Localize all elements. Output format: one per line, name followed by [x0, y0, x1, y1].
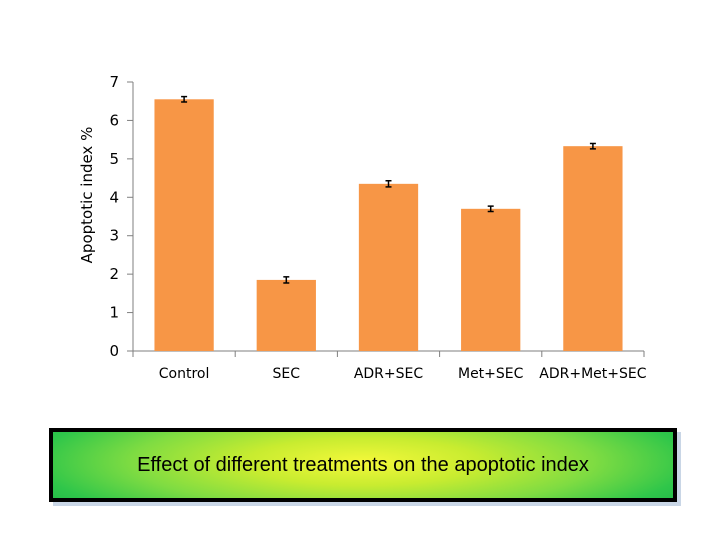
bar-sec: [256, 279, 316, 351]
x-tick-label: ADR+Met+SEC: [539, 366, 646, 382]
y-tick-label: 3: [109, 227, 119, 245]
caption-box: Effect of different treatments on the ap…: [49, 428, 677, 502]
y-tick-label: 7: [109, 73, 119, 91]
y-tick-label: 4: [109, 188, 119, 206]
x-tick-label: Control: [159, 366, 210, 382]
x-tick-label: SEC: [273, 366, 301, 382]
bar-met-sec: [461, 208, 521, 351]
bar-adr-met-sec: [563, 146, 623, 351]
x-tick-label: Met+SEC: [458, 366, 524, 382]
caption-text: Effect of different treatments on the ap…: [137, 453, 589, 476]
y-tick-label: 6: [109, 111, 119, 129]
y-axis-title: Apoptotic index %: [78, 127, 96, 264]
bar-chart: 0 1 2 3 4 5 6 7 Control SEC ADR+SEC Met+SEC ADR+Met+…: [78, 73, 647, 382]
y-tick-label: 1: [109, 304, 119, 322]
y-tick-label: 0: [109, 342, 119, 360]
plot-area: 0 1 2 3 4 5 6 7 Control SEC ADR+SEC Met+SEC ADR+Met+…: [109, 73, 646, 382]
bar-adr-sec: [358, 183, 419, 351]
x-tick-label: ADR+SEC: [354, 366, 424, 382]
y-tick-label: 2: [109, 265, 119, 283]
y-tick-label: 5: [109, 150, 119, 168]
bar-control: [154, 99, 214, 352]
